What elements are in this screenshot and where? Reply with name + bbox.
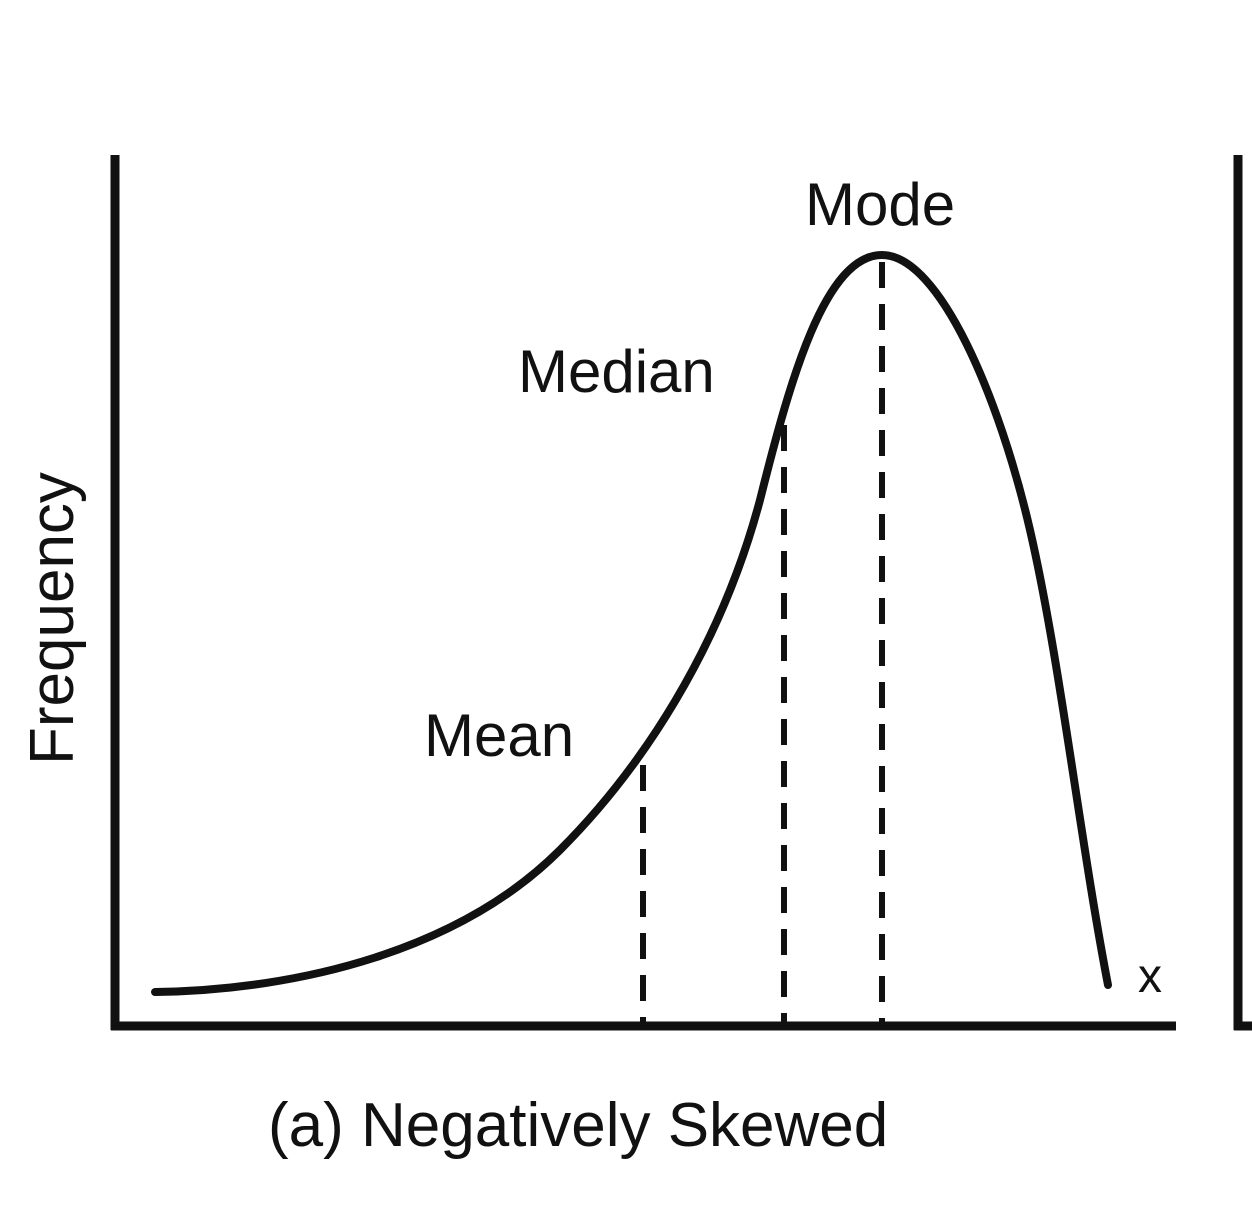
y-axis-label: Frequency [18,472,87,765]
x-axis-label: x [1138,950,1162,1003]
median-label: Median [518,338,715,405]
distribution-curve [151,250,1112,996]
caption: (a) Negatively Skewed [268,1091,888,1160]
mode-label: Mode [805,171,955,238]
mean-label: Mean [424,702,574,769]
